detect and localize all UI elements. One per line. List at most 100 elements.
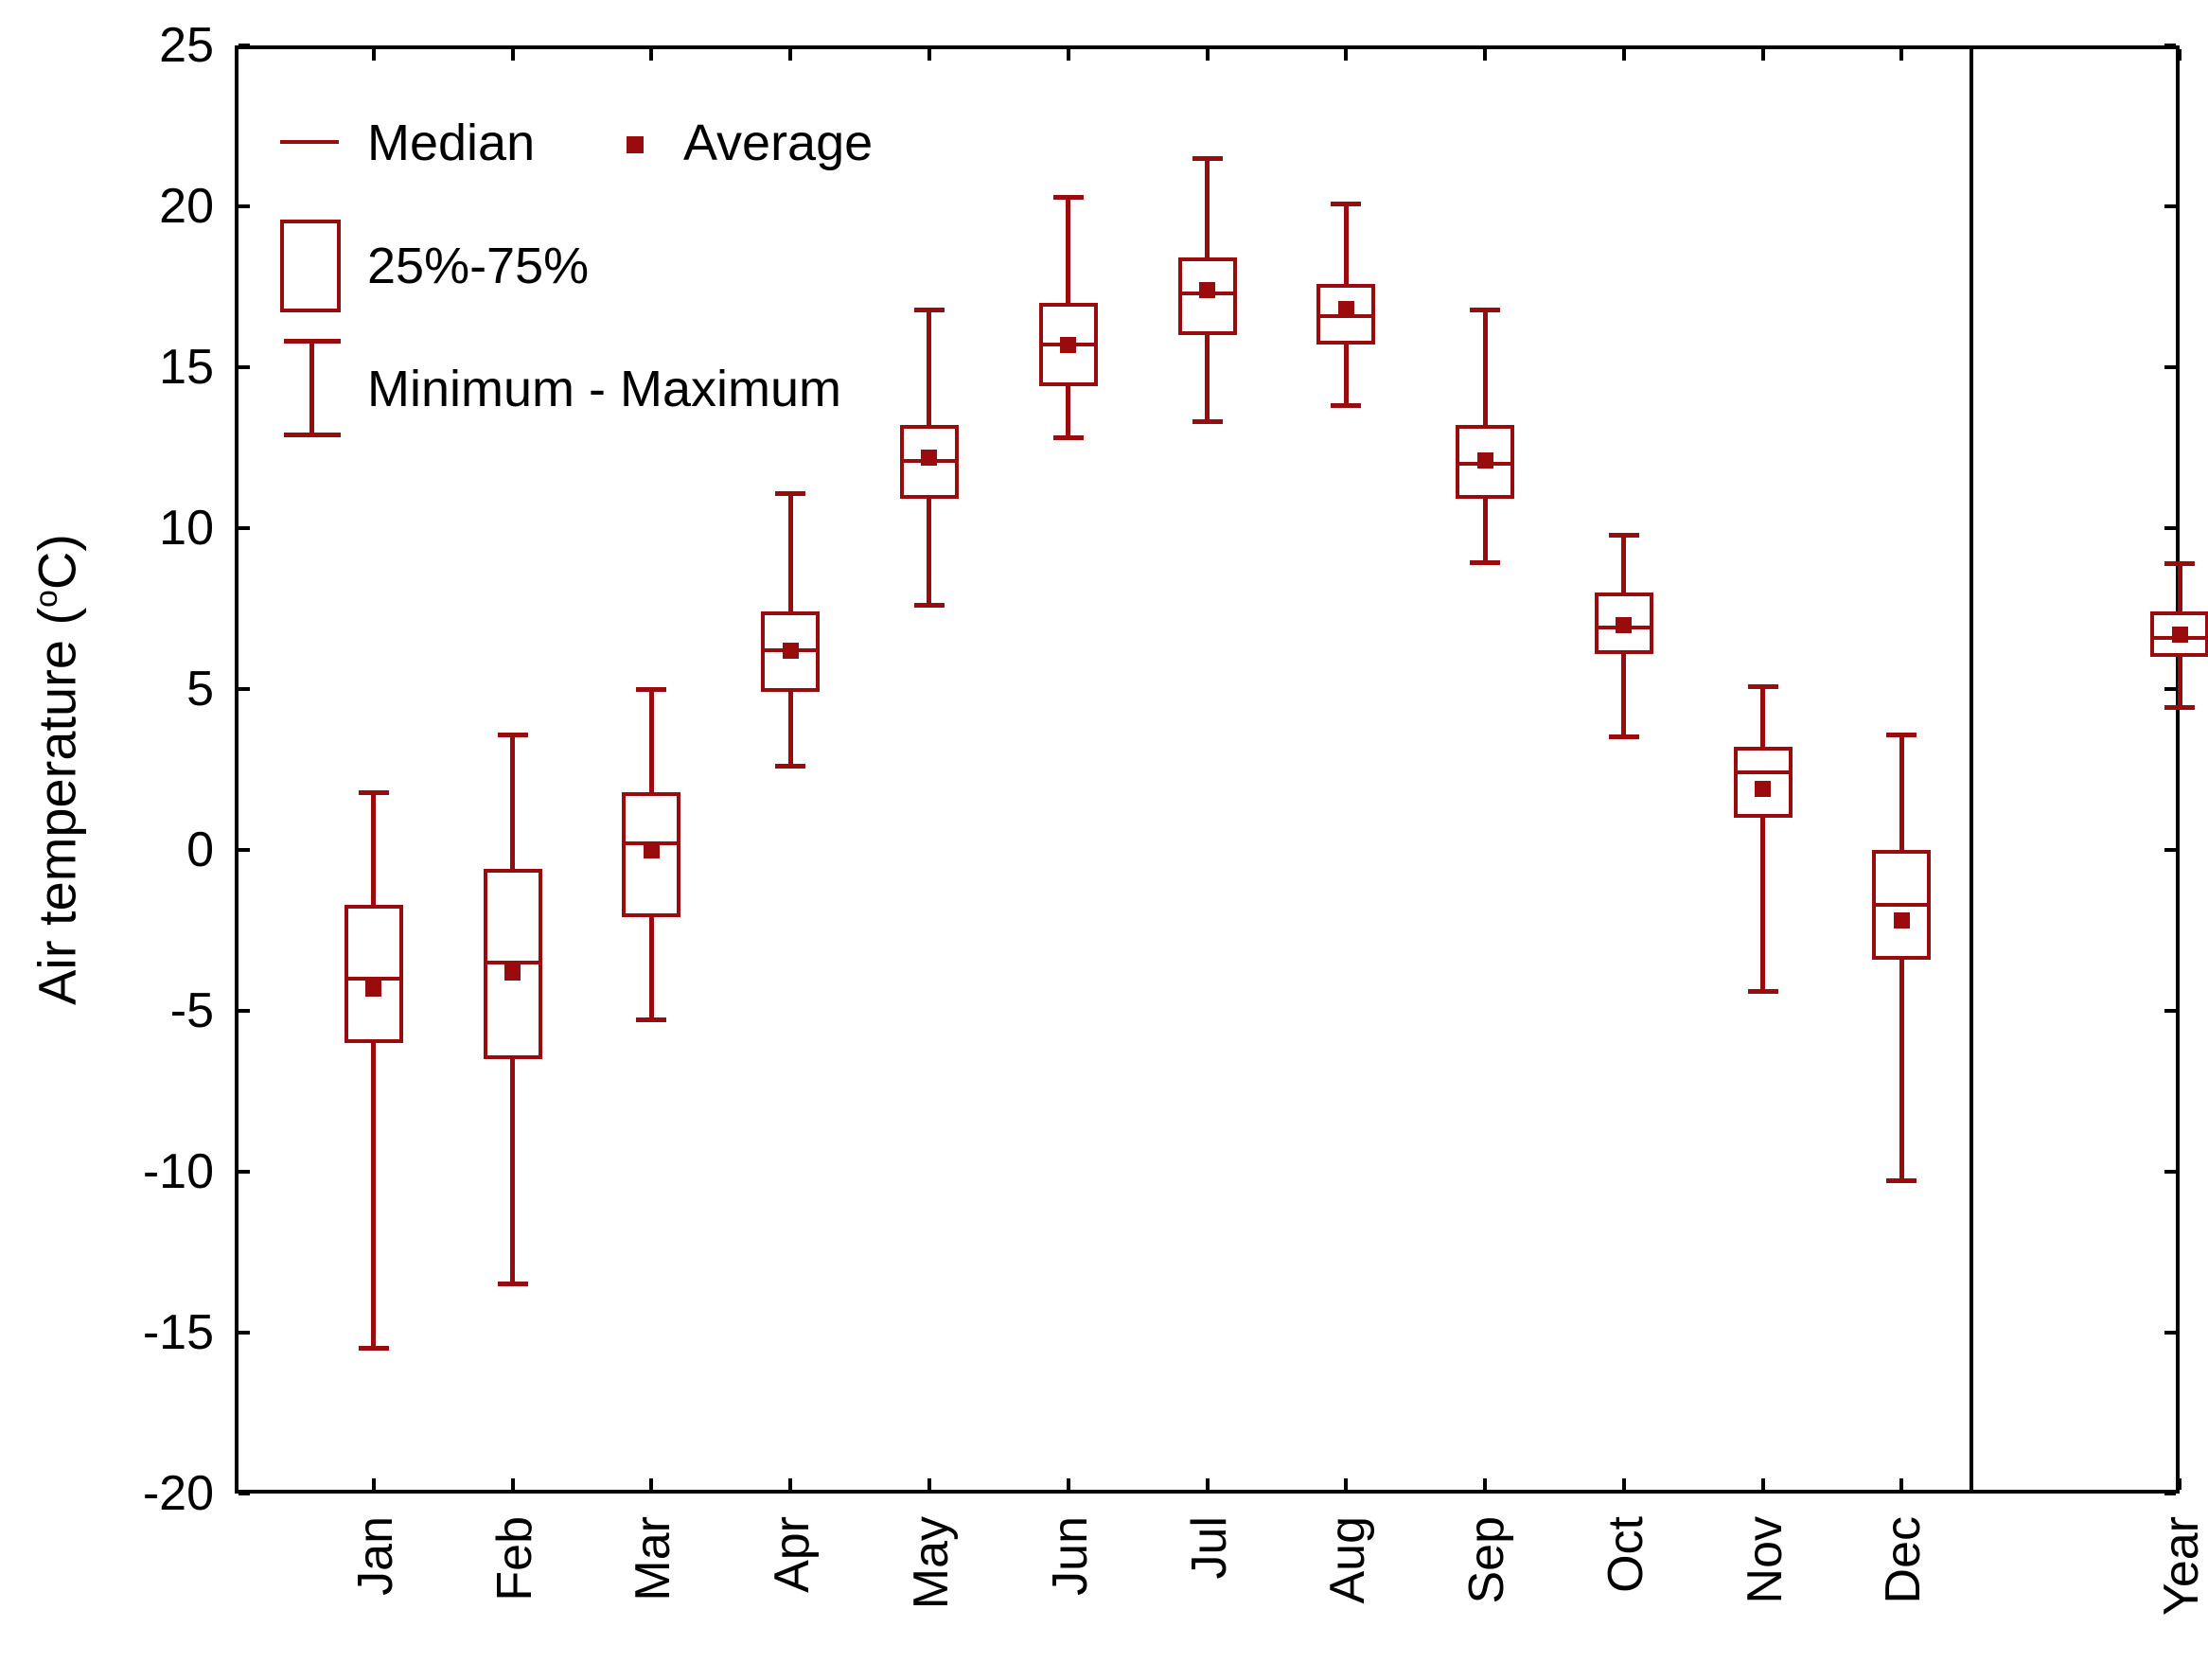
y-axis-tick-label: 0	[186, 822, 214, 877]
average-marker	[782, 642, 799, 659]
whisker-upper-stem	[1899, 734, 1904, 850]
x-axis-label: Aug	[1320, 1516, 1376, 1604]
whisker-cap-min	[1886, 1178, 1917, 1184]
average-marker	[1060, 336, 1077, 353]
x-axis-tick-top	[1483, 49, 1488, 61]
y-axis-tick	[238, 204, 250, 208]
y-axis-tick	[238, 687, 250, 691]
y-axis-tick-label: 10	[159, 501, 214, 556]
year-separator-line	[1969, 45, 1973, 1494]
whisker-upper-stem	[1621, 534, 1627, 592]
y-axis-tick-label: 15	[159, 340, 214, 395]
whisker-upper-stem	[371, 791, 377, 905]
x-axis-label: Dec	[1876, 1516, 1932, 1604]
whisker-symbol-top-cap	[284, 339, 341, 344]
whisker-lower-stem	[648, 917, 654, 1021]
x-axis-label: Apr	[765, 1516, 821, 1593]
x-axis-tick-bottom	[1899, 1478, 1904, 1490]
iqr-box	[1594, 592, 1653, 654]
y-axis-tick	[238, 44, 250, 47]
whisker-cap-max	[1192, 156, 1223, 161]
y-axis-tick-label: -15	[142, 1305, 214, 1360]
whisker-lower-stem	[1899, 959, 1904, 1182]
y-axis-tick	[238, 1170, 250, 1174]
whisker-cap-max	[1886, 732, 1917, 737]
x-axis-tick-top	[510, 49, 515, 61]
y-axis-tick-label: 20	[159, 179, 214, 234]
y-axis-tick	[238, 1331, 250, 1335]
whisker-lower-stem	[1066, 386, 1071, 438]
legend-median-label: Median	[367, 115, 536, 171]
x-axis-tick-bottom	[371, 1478, 376, 1490]
x-axis-tick-top	[2178, 49, 2182, 61]
x-axis-tick-bottom	[788, 1478, 793, 1490]
y-axis-tick-right	[2164, 687, 2176, 691]
y-axis-tick-right	[2164, 365, 2176, 369]
x-axis-label: Jul	[1181, 1516, 1237, 1580]
x-axis-tick-bottom	[1760, 1478, 1765, 1490]
whisker-upper-stem	[2177, 563, 2182, 612]
legend-iqr-label: 25%-75%	[367, 238, 590, 294]
y-axis-tick	[238, 848, 250, 852]
x-axis-label: Oct	[1598, 1516, 1653, 1593]
whisker-upper-stem	[1066, 196, 1071, 303]
x-axis-tick-top	[1760, 49, 1765, 61]
whisker-cap-min	[1608, 734, 1639, 739]
whisker-upper-stem	[1482, 309, 1488, 426]
iqr-box-symbol	[280, 220, 341, 312]
whisker-lower-stem	[787, 692, 793, 767]
whisker-cap-max	[1608, 532, 1639, 538]
whisker-upper-stem	[1760, 685, 1766, 748]
whisker-cap-min	[775, 763, 806, 769]
whisker-upper-stem	[1343, 203, 1349, 284]
x-axis-tick-bottom	[2178, 1478, 2182, 1490]
y-axis-tick	[238, 526, 250, 530]
y-axis-tick-label: -10	[142, 1144, 214, 1199]
iqr-box	[622, 791, 681, 918]
whisker-cap-min	[913, 602, 945, 608]
x-axis-tick-bottom	[1621, 1478, 1626, 1490]
whisker-cap-min	[1192, 418, 1223, 424]
whisker-lower-stem	[1343, 345, 1349, 406]
whisker-symbol-bottom-cap	[284, 433, 341, 437]
y-axis-tick	[238, 1009, 250, 1013]
x-axis-tick-bottom	[510, 1478, 515, 1490]
whisker-upper-stem	[510, 734, 516, 870]
whisker-cap-max	[636, 687, 667, 692]
plot-border	[235, 45, 2180, 1494]
x-axis-label: Nov	[1737, 1516, 1793, 1604]
whisker-cap-max	[775, 490, 806, 496]
average-marker	[1337, 301, 1354, 318]
x-axis-tick-bottom	[1483, 1478, 1488, 1490]
y-axis-tick-right	[2164, 526, 2176, 530]
x-axis-tick-bottom	[1205, 1478, 1210, 1490]
whisker-lower-stem	[1621, 653, 1627, 737]
average-marker	[1755, 780, 1772, 797]
whisker-lower-stem	[927, 499, 932, 606]
whisker-cap-min	[2164, 705, 2195, 711]
y-axis-tick-right	[2164, 1492, 2176, 1495]
x-axis-label: May	[903, 1516, 959, 1610]
y-axis-tick-right	[2164, 1009, 2176, 1013]
x-axis-tick-top	[1621, 49, 1626, 61]
y-axis-tick	[238, 1492, 250, 1495]
x-axis-tick-bottom	[927, 1478, 931, 1490]
y-axis-tick-right	[2164, 44, 2176, 47]
whisker-cap-max	[1470, 307, 1501, 312]
x-axis-tick-top	[1344, 49, 1349, 61]
average-marker	[365, 980, 382, 997]
y-axis-tick-right	[2164, 204, 2176, 208]
x-axis-tick-top	[1899, 49, 1904, 61]
whisker-cap-max	[1747, 683, 1778, 689]
y-axis-tick-right	[2164, 1331, 2176, 1335]
whisker-cap-min	[1331, 402, 1362, 408]
average-marker	[921, 449, 938, 466]
whisker-upper-stem	[648, 689, 654, 792]
whisker-upper-stem	[927, 309, 932, 426]
y-axis-tick-label: 25	[159, 18, 214, 73]
whisker-lower-stem	[2177, 657, 2182, 709]
whisker-cap-min	[1052, 434, 1084, 440]
y-axis-tick-label: 5	[186, 662, 214, 716]
